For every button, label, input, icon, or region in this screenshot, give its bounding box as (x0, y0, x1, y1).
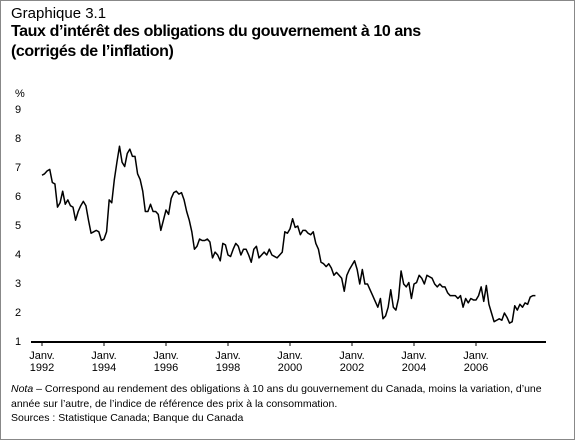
x-tick-label: 2000 (278, 362, 302, 374)
x-tick-label: 2004 (402, 362, 426, 374)
note: Nota – Correspond au rendement des oblig… (11, 382, 566, 412)
x-tick-label: Janv. (29, 350, 54, 362)
x-tick-label: Janv. (463, 350, 488, 362)
note-text: – Correspond au rendement des obligation… (11, 383, 542, 410)
x-tick-label: Janv. (91, 350, 116, 362)
source: Sources : Statistique Canada; Banque du … (11, 412, 244, 424)
data-line (41, 145, 536, 324)
y-tick-label: 9 (15, 104, 21, 116)
x-tick-label: 2006 (464, 362, 488, 374)
x-tick-label: Janv. (215, 350, 240, 362)
x-tick-label: 1998 (216, 362, 240, 374)
y-tick-label: 1 (15, 336, 21, 348)
x-tick-label: Janv. (339, 350, 364, 362)
y-tick-label: 5 (15, 220, 21, 232)
y-tick-label: 2 (15, 307, 21, 319)
x-tick-label: 1996 (154, 362, 178, 374)
note-label: Nota (11, 383, 34, 395)
chart-title: Taux d’intérêt des obligations du gouver… (11, 23, 421, 40)
y-tick-label: 8 (15, 133, 21, 145)
x-tick-label: Janv. (153, 350, 178, 362)
y-axis-label: % (15, 88, 25, 100)
x-tick-label: Janv. (277, 350, 302, 362)
y-tick-label: 4 (15, 249, 21, 261)
chart: % 123456789Janv.1992Janv.1994Janv.1996Ja… (15, 88, 546, 374)
chart-title: (corrigés de l’inflation) (11, 43, 174, 60)
x-tick-label: 1994 (92, 362, 116, 374)
x-tick-label: 2002 (340, 362, 364, 374)
chart-pretitle: Graphique 3.1 (11, 5, 107, 22)
y-tick-label: 6 (15, 191, 21, 203)
y-tick-label: 3 (15, 278, 21, 290)
x-tick-label: 1992 (30, 362, 54, 374)
x-tick-label: Janv. (401, 350, 426, 362)
y-tick-label: 7 (15, 162, 21, 174)
